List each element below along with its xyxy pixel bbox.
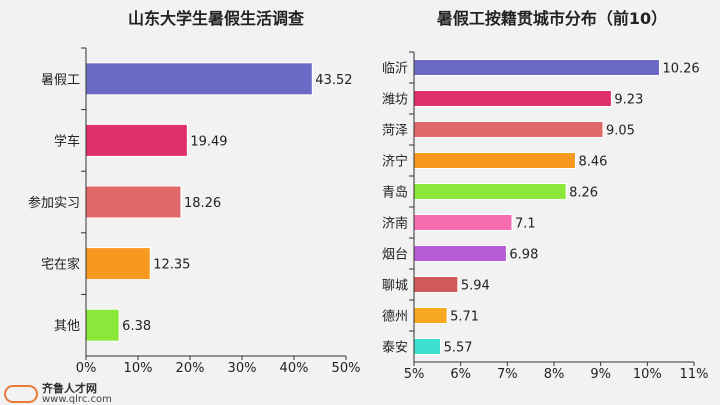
data-label: 43.52 bbox=[315, 73, 352, 88]
x-tick-label: 6% bbox=[450, 367, 471, 382]
data-label: 12.35 bbox=[153, 258, 190, 273]
x-tick-label: 5% bbox=[404, 367, 425, 382]
data-label: 7.1 bbox=[515, 217, 536, 232]
x-tick-label: 10% bbox=[633, 367, 662, 382]
category-label: 潍坊 bbox=[382, 93, 408, 108]
x-tick-label: 30% bbox=[228, 361, 257, 376]
category-label: 菏泽 bbox=[382, 124, 408, 139]
logo-name: 齐鲁人才网 bbox=[42, 382, 97, 395]
frog-logo-icon bbox=[4, 385, 38, 403]
x-tick-label: 7% bbox=[497, 367, 518, 382]
chart-title: 山东大学生暑假生活调查 bbox=[128, 9, 304, 28]
category-label: 参加实习 bbox=[28, 195, 80, 211]
bar bbox=[413, 90, 612, 107]
data-label: 9.23 bbox=[614, 93, 643, 108]
data-label: 19.49 bbox=[190, 134, 227, 149]
x-tick-label: 11% bbox=[680, 367, 709, 382]
category-label: 临沂 bbox=[382, 62, 408, 77]
chart-title: 暑假工按籍贯城市分布（前10） bbox=[436, 9, 667, 28]
category-label: 泰安 bbox=[382, 341, 408, 356]
bar bbox=[413, 152, 576, 169]
bar bbox=[85, 62, 313, 96]
bar bbox=[413, 214, 513, 231]
x-tick-label: 9% bbox=[590, 367, 611, 382]
bar bbox=[413, 307, 448, 324]
category-label: 青岛 bbox=[382, 185, 408, 201]
category-label: 济宁 bbox=[382, 154, 408, 170]
data-label: 8.26 bbox=[569, 186, 598, 201]
bar bbox=[413, 245, 507, 262]
data-label: 5.71 bbox=[450, 310, 479, 325]
bar bbox=[413, 59, 660, 76]
bar bbox=[85, 247, 151, 281]
x-tick-label: 40% bbox=[280, 361, 309, 376]
logo-url: www.qlrc.com bbox=[42, 394, 112, 405]
x-tick-label: 0% bbox=[76, 361, 97, 376]
bar bbox=[413, 276, 459, 293]
x-tick-label: 50% bbox=[332, 361, 361, 376]
category-label: 其他 bbox=[54, 319, 80, 334]
category-label: 学车 bbox=[54, 133, 80, 149]
category-label: 烟台 bbox=[382, 248, 408, 263]
bar bbox=[85, 308, 120, 342]
bar bbox=[413, 338, 442, 355]
data-label: 9.05 bbox=[606, 124, 635, 139]
data-label: 10.26 bbox=[662, 62, 699, 77]
bar bbox=[85, 123, 188, 157]
data-label: 6.38 bbox=[122, 319, 151, 334]
category-label: 德州 bbox=[382, 310, 408, 325]
site-logo: 齐鲁人才网 www.qlrc.com bbox=[4, 383, 112, 405]
category-label: 暑假工 bbox=[41, 73, 80, 88]
data-label: 5.94 bbox=[461, 279, 490, 294]
x-tick-label: 20% bbox=[176, 361, 205, 376]
x-tick-label: 10% bbox=[124, 361, 153, 376]
category-label: 济南 bbox=[382, 216, 408, 232]
category-label: 宅在家 bbox=[41, 257, 80, 273]
x-tick-label: 8% bbox=[544, 367, 565, 382]
bar bbox=[413, 183, 567, 200]
data-label: 8.46 bbox=[578, 155, 607, 170]
bar bbox=[413, 121, 604, 138]
data-label: 18.26 bbox=[184, 196, 221, 211]
bar bbox=[85, 185, 182, 219]
category-label: 聊城 bbox=[382, 279, 408, 294]
data-label: 6.98 bbox=[509, 248, 538, 263]
data-label: 5.57 bbox=[444, 341, 473, 356]
